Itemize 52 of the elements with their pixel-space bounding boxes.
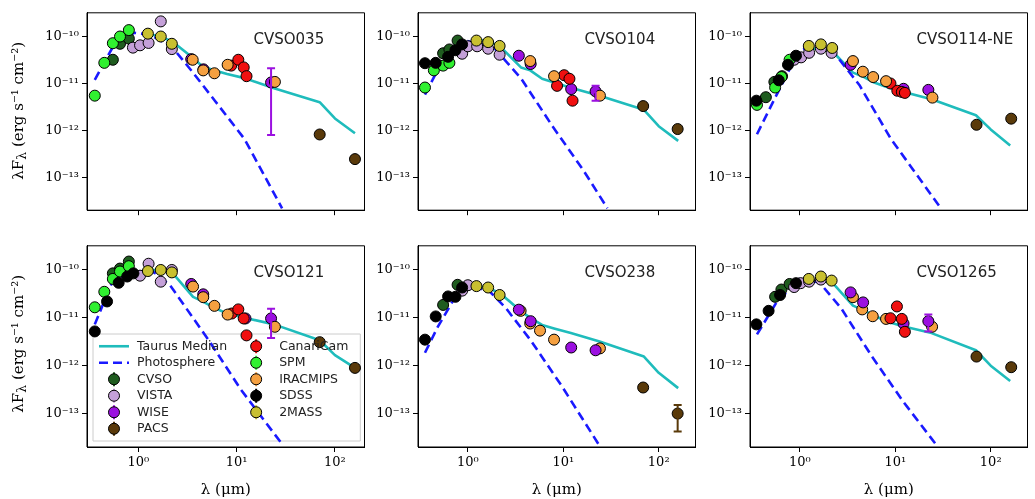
y-tick-label: 10⁻¹³ xyxy=(708,168,742,184)
y-tick-label: 10⁻¹² xyxy=(708,357,742,373)
text: CVSO1265 xyxy=(916,262,997,281)
x-tick-label: 10¹ xyxy=(225,454,248,470)
y-tick-label: 10⁻¹¹ xyxy=(376,309,410,325)
legend-label: VISTA xyxy=(137,387,173,402)
x-tick-label: 10⁰ xyxy=(789,454,811,470)
legend-label: WISE xyxy=(137,403,169,419)
y-tick-label: 10⁻¹² xyxy=(376,357,410,373)
legend-label: PACS xyxy=(137,420,169,435)
y-tick-label: 10⁻¹⁰ xyxy=(708,261,742,277)
text: CVSO035 xyxy=(253,29,325,48)
y-tick-label: 10⁻¹⁰ xyxy=(376,27,410,43)
legend-label: CVSO xyxy=(137,370,173,386)
y-tick-label: 10⁻¹² xyxy=(45,121,79,137)
x-axis-title: λ (μm) xyxy=(863,479,914,498)
y-tick-label: 10⁻¹¹ xyxy=(45,74,79,90)
text: CVSO104 xyxy=(584,29,656,48)
x-axis-title: λ (μm) xyxy=(200,479,251,498)
x-tick-label: 10² xyxy=(979,454,1002,470)
y-tick-label: 10⁻¹⁰ xyxy=(708,27,742,43)
x-tick-label: 10² xyxy=(324,454,346,470)
text: CVSO121 xyxy=(253,262,325,281)
x-tick-label: 10⁰ xyxy=(457,454,479,470)
y-tick-label: 10⁻¹³ xyxy=(376,404,410,420)
y-tick-label: 10⁻¹³ xyxy=(376,168,410,184)
text: CVSO238 xyxy=(584,262,656,281)
y-tick-label: 10⁻¹³ xyxy=(708,404,742,420)
x-tick-label: 10⁰ xyxy=(127,454,150,470)
y-tick-label: 10⁻¹¹ xyxy=(708,74,742,90)
legend-label: Taurus Median xyxy=(136,337,228,353)
y-tick-label: 10⁻¹² xyxy=(45,357,79,373)
x-axis-title: λ (μm) xyxy=(531,479,582,498)
x-tick-label: 10¹ xyxy=(552,454,575,470)
y-tick-label: 10⁻¹¹ xyxy=(708,309,742,325)
y-tick-label: 10⁻¹¹ xyxy=(45,309,79,325)
legend-label: IRACMIPS xyxy=(279,370,339,386)
x-tick-label: 10¹ xyxy=(884,454,907,470)
legend-label: 2MASS xyxy=(279,403,323,419)
y-tick-label: 10⁻¹⁰ xyxy=(45,261,79,277)
text: CVSO114-NE xyxy=(916,29,1014,48)
y-tick-label: 10⁻¹⁰ xyxy=(376,261,410,277)
x-tick-label: 10² xyxy=(647,454,670,470)
legend-label: SPM xyxy=(279,354,306,369)
y-tick-label: 10⁻¹² xyxy=(376,121,410,137)
legend-label: SDSS xyxy=(279,387,313,402)
legend-label: Photosphere xyxy=(137,354,216,369)
y-tick-label: 10⁻¹² xyxy=(708,121,742,137)
y-tick-label: 10⁻¹³ xyxy=(45,404,79,420)
y-tick-label: 10⁻¹⁰ xyxy=(45,27,79,43)
y-tick-label: 10⁻¹³ xyxy=(45,168,79,184)
y-tick-label: 10⁻¹¹ xyxy=(376,74,410,90)
